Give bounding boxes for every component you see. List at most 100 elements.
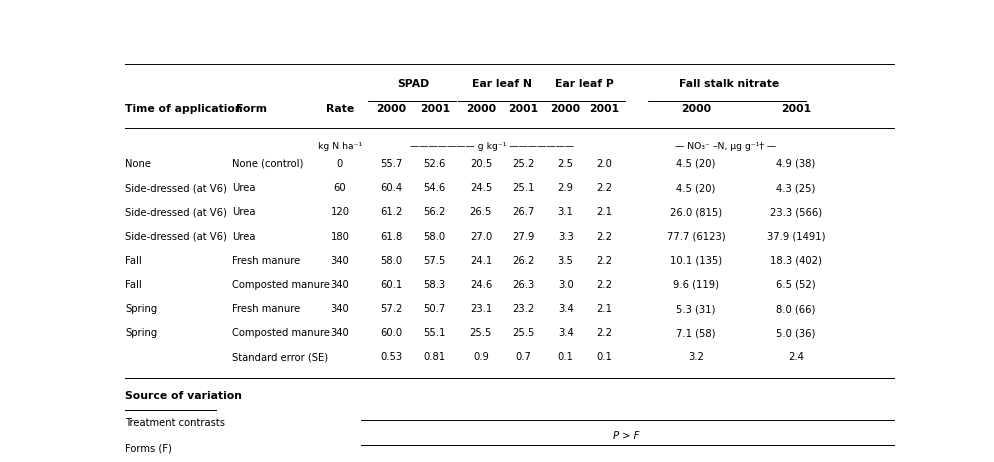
Text: ——————— g kg⁻¹ ———————: ——————— g kg⁻¹ ———————	[411, 142, 575, 151]
Text: Composted manure: Composted manure	[233, 280, 330, 290]
Text: 0.9: 0.9	[473, 353, 489, 363]
Text: 9.6 (119): 9.6 (119)	[673, 280, 719, 290]
Text: 23.3 (566): 23.3 (566)	[770, 207, 822, 217]
Text: 37.9 (1491): 37.9 (1491)	[766, 231, 825, 242]
Text: 60.4: 60.4	[381, 183, 403, 193]
Text: Fall: Fall	[125, 256, 142, 266]
Text: 60.0: 60.0	[381, 328, 403, 338]
Text: Urea: Urea	[233, 183, 255, 193]
Text: Fresh manure: Fresh manure	[233, 304, 300, 314]
Text: 2.1: 2.1	[596, 304, 612, 314]
Text: 60.1: 60.1	[381, 280, 403, 290]
Text: 8.0 (66): 8.0 (66)	[776, 304, 816, 314]
Text: 54.6: 54.6	[423, 183, 446, 193]
Text: 25.2: 25.2	[512, 159, 535, 169]
Text: 5.3 (31): 5.3 (31)	[676, 304, 716, 314]
Text: 2.4: 2.4	[788, 353, 804, 363]
Text: 340: 340	[331, 256, 349, 266]
Text: 27.9: 27.9	[512, 231, 535, 242]
Text: 2.0: 2.0	[596, 159, 612, 169]
Text: 52.6: 52.6	[423, 159, 446, 169]
Text: kg N ha⁻¹: kg N ha⁻¹	[318, 142, 362, 151]
Text: Side-dressed (at V6): Side-dressed (at V6)	[125, 231, 227, 242]
Text: Forms (F): Forms (F)	[125, 443, 172, 453]
Text: 0.53: 0.53	[381, 353, 403, 363]
Text: 6.5 (52): 6.5 (52)	[776, 280, 816, 290]
Text: 0: 0	[337, 159, 343, 169]
Text: 58.0: 58.0	[423, 231, 445, 242]
Text: 26.5: 26.5	[470, 207, 492, 217]
Text: SPAD: SPAD	[397, 79, 429, 89]
Text: 2.2: 2.2	[596, 280, 612, 290]
Text: 60: 60	[334, 183, 346, 193]
Text: Urea: Urea	[233, 231, 255, 242]
Text: P > F: P > F	[612, 431, 639, 441]
Text: 340: 340	[331, 304, 349, 314]
Text: Treatment contrasts: Treatment contrasts	[125, 418, 225, 428]
Text: 4.9 (38): 4.9 (38)	[776, 159, 816, 169]
Text: 26.3: 26.3	[512, 280, 535, 290]
Text: 120: 120	[330, 207, 350, 217]
Text: 27.0: 27.0	[470, 231, 492, 242]
Text: 57.2: 57.2	[381, 304, 403, 314]
Text: 57.5: 57.5	[423, 256, 446, 266]
Text: 3.3: 3.3	[558, 231, 574, 242]
Text: Spring: Spring	[125, 328, 157, 338]
Text: 10.1 (135): 10.1 (135)	[670, 256, 722, 266]
Text: 23.1: 23.1	[470, 304, 492, 314]
Text: Composted manure: Composted manure	[233, 328, 330, 338]
Text: Time of application: Time of application	[125, 104, 243, 114]
Text: 4.5 (20): 4.5 (20)	[676, 159, 716, 169]
Text: 2.2: 2.2	[596, 183, 612, 193]
Text: 24.6: 24.6	[470, 280, 492, 290]
Text: 20.5: 20.5	[470, 159, 492, 169]
Text: Ear leaf N: Ear leaf N	[472, 79, 532, 89]
Text: Ear leaf P: Ear leaf P	[556, 79, 614, 89]
Text: 2000: 2000	[681, 104, 711, 114]
Text: 2000: 2000	[377, 104, 407, 114]
Text: 25.5: 25.5	[470, 328, 492, 338]
Text: 3.0: 3.0	[558, 280, 574, 290]
Text: 61.2: 61.2	[381, 207, 403, 217]
Text: 2000: 2000	[551, 104, 580, 114]
Text: 24.5: 24.5	[470, 183, 492, 193]
Text: Standard error (SE): Standard error (SE)	[233, 353, 328, 363]
Text: Urea: Urea	[233, 207, 255, 217]
Text: 2001: 2001	[589, 104, 619, 114]
Text: 340: 340	[331, 328, 349, 338]
Text: Form: Form	[236, 104, 267, 114]
Text: 25.1: 25.1	[512, 183, 535, 193]
Text: 24.1: 24.1	[470, 256, 492, 266]
Text: 3.4: 3.4	[558, 328, 574, 338]
Text: 26.2: 26.2	[512, 256, 535, 266]
Text: Source of variation: Source of variation	[125, 391, 242, 401]
Text: 2.9: 2.9	[558, 183, 574, 193]
Text: 3.1: 3.1	[558, 207, 574, 217]
Text: 61.8: 61.8	[381, 231, 403, 242]
Text: 55.7: 55.7	[381, 159, 403, 169]
Text: 3.4: 3.4	[558, 304, 574, 314]
Text: 23.2: 23.2	[512, 304, 535, 314]
Text: 3.2: 3.2	[688, 353, 704, 363]
Text: 56.2: 56.2	[423, 207, 446, 217]
Text: None (control): None (control)	[233, 159, 303, 169]
Text: 0.7: 0.7	[515, 353, 531, 363]
Text: 58.3: 58.3	[423, 280, 445, 290]
Text: — NO₃⁻ –N, μg g⁻¹† —: — NO₃⁻ –N, μg g⁻¹† —	[675, 142, 776, 151]
Text: Spring: Spring	[125, 304, 157, 314]
Text: 2.5: 2.5	[558, 159, 574, 169]
Text: 2.2: 2.2	[596, 256, 612, 266]
Text: Fresh manure: Fresh manure	[233, 256, 300, 266]
Text: 2000: 2000	[466, 104, 496, 114]
Text: 340: 340	[331, 280, 349, 290]
Text: 18.3 (402): 18.3 (402)	[770, 256, 822, 266]
Text: None: None	[125, 159, 151, 169]
Text: 58.0: 58.0	[381, 256, 403, 266]
Text: 2.1: 2.1	[596, 207, 612, 217]
Text: 2001: 2001	[419, 104, 449, 114]
Text: 0.81: 0.81	[423, 353, 445, 363]
Text: 3.5: 3.5	[558, 256, 574, 266]
Text: 2.2: 2.2	[596, 328, 612, 338]
Text: 55.1: 55.1	[423, 328, 446, 338]
Text: 25.5: 25.5	[512, 328, 535, 338]
